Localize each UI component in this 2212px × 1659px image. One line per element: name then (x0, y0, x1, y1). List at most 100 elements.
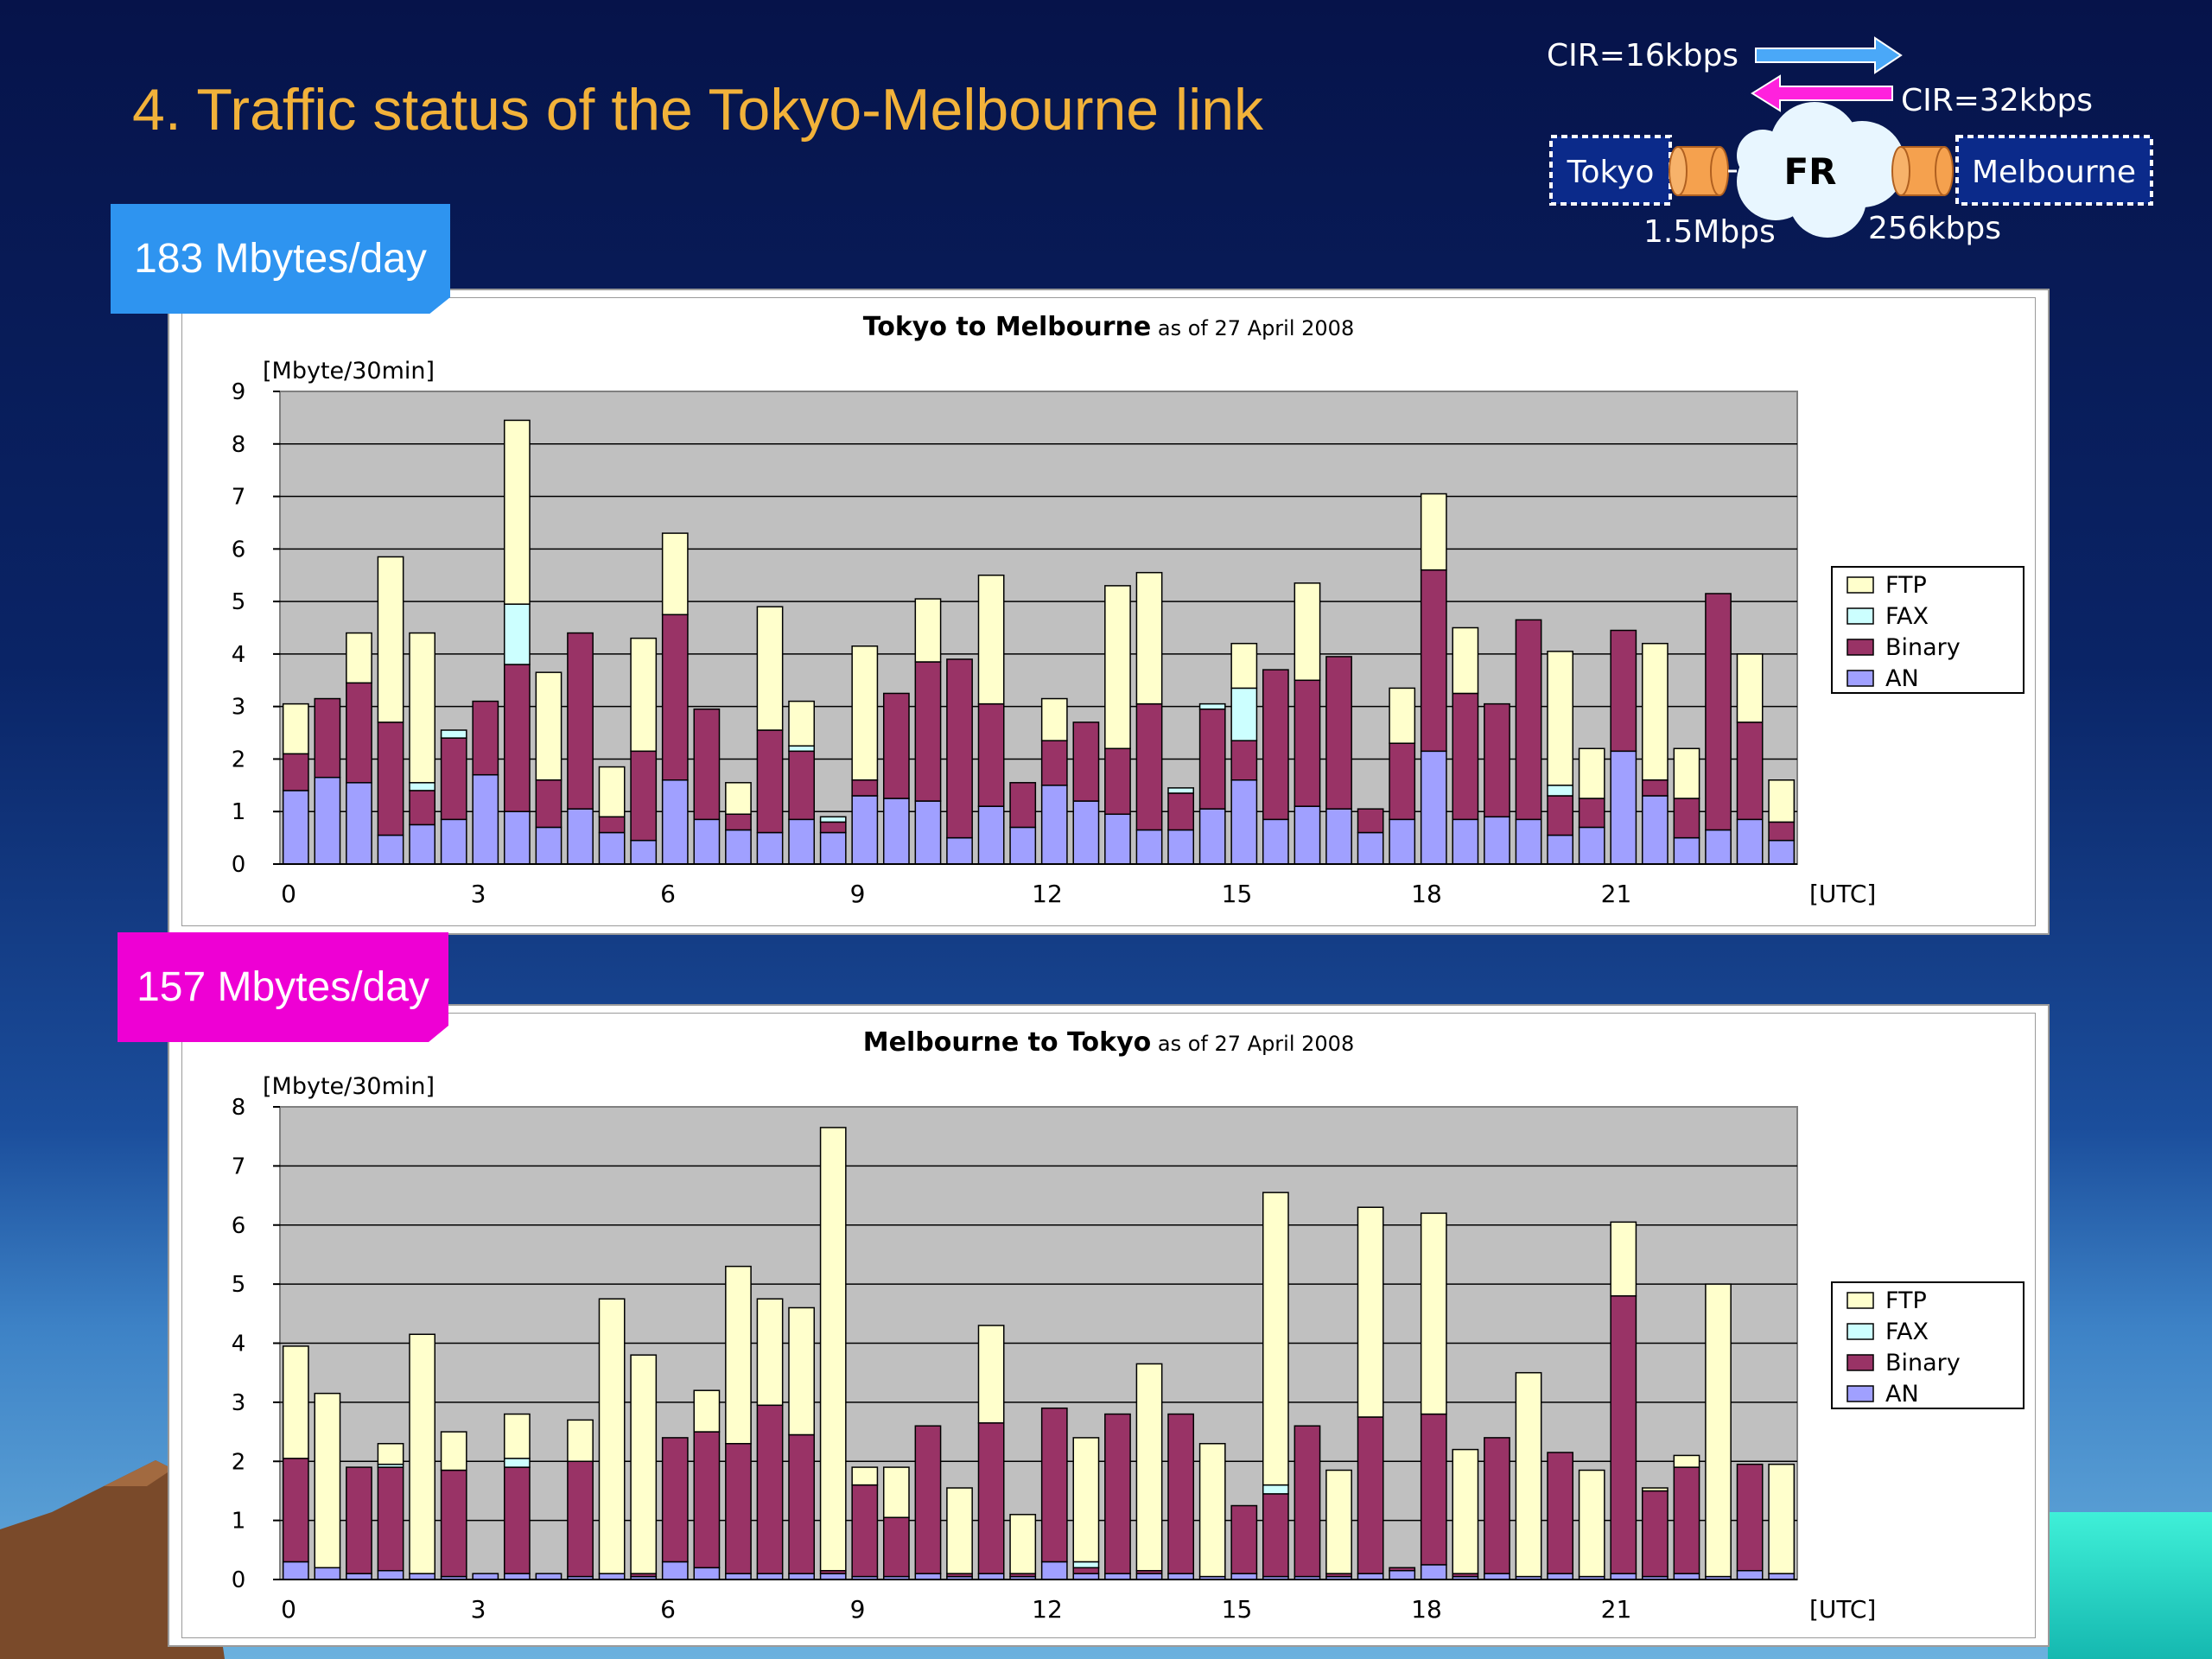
bar-segment (1262, 1192, 1289, 1486)
bar-segment (598, 831, 626, 865)
bar-segment (882, 1516, 910, 1578)
legend-swatch (1847, 1323, 1874, 1340)
y-tick-label: 4 (232, 642, 246, 668)
bar-segment (819, 1573, 847, 1580)
left-speed-label: 1.5Mbps (1643, 214, 1776, 250)
bar-segment (914, 661, 942, 802)
bar-segment (977, 1325, 1005, 1424)
bar-segment (1641, 779, 1669, 797)
bar-segment (630, 637, 658, 753)
bar-segment (567, 1460, 594, 1578)
bar-segment (1198, 808, 1226, 865)
bar-segment (1515, 818, 1542, 865)
bar-segment (1736, 653, 1764, 723)
y-tick-label: 2 (232, 1449, 246, 1475)
bar-segment (1673, 1573, 1700, 1580)
legend-label: FAX (1885, 603, 1929, 630)
bar-segment (819, 1127, 847, 1572)
bar-segment (535, 1573, 563, 1580)
lower-arrow-icon (1751, 74, 1893, 112)
bar-segment (1325, 1469, 1352, 1574)
bar-segment (661, 1437, 689, 1563)
melbourne-to-tokyo-chart: Melbourne to Tokyo as of 27 April 2008 [M… (232, 1027, 2024, 1624)
bar-segment (1135, 571, 1163, 705)
y-tick-label: 0 (232, 852, 246, 878)
tokyo-node (1549, 135, 1672, 206)
bar-segment (1072, 1573, 1100, 1580)
bar-segment (314, 776, 341, 865)
y-tick-label: 2 (232, 747, 246, 772)
bar-segment (1484, 1437, 1510, 1574)
bar-segment (1230, 687, 1258, 741)
bar-segment (851, 1466, 879, 1486)
bar-segment (1389, 742, 1416, 821)
bar-segment (946, 836, 973, 865)
lower-chart-panel: Melbourne to Tokyo as of 27 April 2008 [M… (168, 1004, 2050, 1647)
bar-segment (756, 1404, 784, 1574)
bar-segment (819, 831, 847, 865)
bar-segment (377, 1466, 404, 1572)
bar-segment (630, 750, 658, 842)
bar-segment (1736, 1569, 1764, 1580)
bar-segment (756, 606, 784, 731)
bar-segment (788, 700, 816, 747)
bar-segment (725, 782, 752, 816)
x-tick-label: 15 (1222, 880, 1253, 908)
bar-segment (1484, 816, 1510, 865)
bar-segment (725, 813, 752, 831)
bar-segment (282, 702, 309, 755)
x-tick-label: 0 (281, 1595, 296, 1624)
bar-segment (1325, 808, 1352, 865)
x-tick-label: 21 (1601, 1595, 1632, 1624)
bar-segment (819, 821, 847, 834)
x-tick-label: 15 (1222, 1595, 1253, 1624)
bar-segment (503, 1466, 531, 1574)
bar-segment (440, 1469, 467, 1578)
legend-swatch (1847, 576, 1874, 594)
legend-label: Binary (1885, 634, 1961, 661)
bar-segment (1325, 656, 1352, 810)
bar-segment (1484, 702, 1510, 818)
bar-segment (1673, 1454, 1700, 1468)
legend-label: Binary (1885, 1350, 1961, 1376)
left-router-icon (1669, 146, 1729, 196)
bar-segment (1072, 1437, 1100, 1563)
bar-segment (788, 1573, 816, 1580)
bar-segment (693, 708, 721, 821)
bar-segment (914, 1425, 942, 1574)
y-tick-label: 1 (232, 799, 246, 825)
bar-segment (503, 664, 531, 812)
bar-segment (725, 1265, 752, 1445)
bar-segment (1198, 1442, 1226, 1578)
bar-segment (409, 823, 436, 865)
bar-segment (1294, 582, 1321, 682)
bar-segment (409, 1333, 436, 1574)
bar-segment (1072, 721, 1100, 802)
bar-segment (946, 658, 973, 839)
bar-segment (377, 834, 404, 865)
bar-segment (661, 532, 689, 616)
bar-segment (882, 798, 910, 865)
chart-title: Tokyo to Melbourne as of 27 April 2008 (863, 312, 1354, 342)
y-tick-label: 6 (232, 1213, 246, 1239)
bar-segment (1547, 785, 1574, 797)
bar-segment (1578, 798, 1605, 829)
bar-segment (503, 419, 531, 605)
bar-segment (1389, 1569, 1416, 1580)
upper-chart-panel: Tokyo to Melbourne as of 27 April 2008 [M… (168, 289, 2050, 935)
bar-segment (693, 818, 721, 865)
frame-relay-cloud-icon (1737, 102, 1905, 238)
bar-segment (1420, 569, 1447, 753)
bar-segment (1009, 782, 1037, 829)
bar-segment (409, 1573, 436, 1580)
bar-segment (1104, 1413, 1131, 1574)
bar-segment (1009, 1514, 1037, 1574)
legend-swatch (1847, 1292, 1874, 1309)
bar-segment (282, 1458, 309, 1563)
bar-segment (977, 805, 1005, 865)
bar-segment (503, 1573, 531, 1580)
bar-segment (1389, 687, 1416, 744)
bar-segment (1167, 1413, 1195, 1574)
bar-segment (756, 831, 784, 865)
bar-segment (1610, 1295, 1637, 1574)
